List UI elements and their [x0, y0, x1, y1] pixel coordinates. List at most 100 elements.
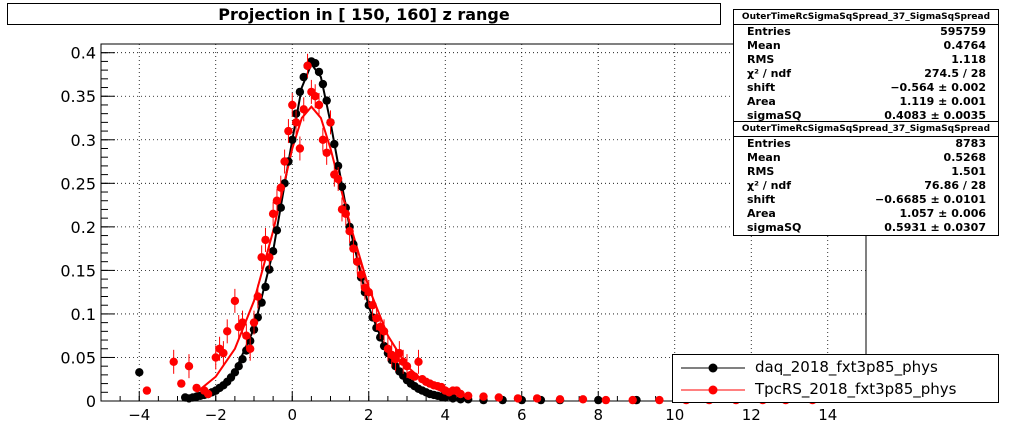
data-point [337, 182, 347, 191]
data-point [291, 118, 301, 127]
data-point [410, 372, 419, 381]
data-point [318, 79, 328, 89]
data-point [261, 282, 270, 292]
data-point [234, 362, 243, 371]
data-point [142, 386, 152, 395]
data-point [655, 395, 664, 405]
x-tick-label: 4 [440, 406, 450, 424]
stats-row-chi2: χ² / ndf 274.5 / 28 [747, 67, 986, 80]
data-point [211, 353, 220, 362]
data-point [456, 389, 465, 399]
data-point [578, 395, 588, 404]
data-point [246, 344, 255, 353]
data-point [372, 314, 381, 323]
data-point [494, 393, 503, 402]
data-point [303, 61, 312, 70]
data-point [253, 292, 262, 301]
data-point [395, 348, 404, 358]
x-tick-label: 10 [665, 406, 684, 424]
data-point [464, 391, 473, 400]
stats-row-entries: Entries 8783 [747, 137, 986, 150]
data-points [135, 53, 817, 405]
stats-row-chi2: χ² / ndf 76.86 / 28 [747, 179, 986, 192]
data-point [368, 301, 377, 310]
y-tick-label: 0.05 [60, 348, 96, 367]
data-point [249, 318, 259, 327]
x-tick-label: −2 [205, 406, 227, 424]
stats-row-rms: RMS 1.501 [747, 165, 986, 178]
y-tick-label: 0.35 [60, 87, 96, 106]
data-point [135, 368, 144, 377]
x-tick-label: 8 [593, 406, 603, 424]
data-point [341, 209, 350, 218]
chart-title: Projection in [ 150, 160] z range [7, 3, 721, 25]
data-point [326, 118, 335, 127]
x-tick-label: 2 [364, 406, 374, 424]
data-point [379, 327, 389, 336]
data-point [169, 357, 178, 366]
data-point [628, 395, 637, 405]
data-point [268, 247, 278, 256]
data-point [349, 244, 358, 253]
data-point [314, 67, 324, 77]
data-point [295, 87, 305, 97]
data-point [268, 209, 278, 218]
data-point [311, 59, 320, 68]
x-tick-label: 14 [818, 406, 837, 424]
data-point [356, 270, 366, 279]
stats-header: OuterTimeRcSigmaSqSpread_37_SigmaSqSprea… [734, 122, 998, 137]
data-point [391, 355, 400, 364]
y-tick-label: 0.4 [71, 44, 96, 63]
data-point [353, 257, 362, 266]
y-tick-label: 0.15 [60, 261, 96, 280]
y-tick-label: 0.25 [60, 174, 96, 193]
fit-curve [196, 61, 446, 400]
data-point [295, 144, 305, 153]
stats-row-mean: Mean 0.5268 [747, 151, 986, 164]
data-point [177, 379, 186, 388]
data-point [257, 253, 266, 262]
y-tick-label: 0 [86, 392, 96, 411]
fit-curve [195, 105, 465, 399]
data-point [322, 148, 331, 157]
data-point [238, 355, 247, 364]
y-tick-label: 0.3 [71, 131, 96, 150]
data-point [265, 265, 274, 274]
stats-row-shift: shift −0.6685 ± 0.0101 [747, 193, 986, 206]
data-point [333, 174, 343, 184]
stats-row-sigmasq: sigmaSQ 0.5931 ± 0.0307 [747, 221, 986, 234]
data-point [448, 394, 458, 403]
stats-row-shift: shift −0.564 ± 0.002 [747, 81, 986, 94]
legend-marker-daq [681, 363, 745, 373]
data-point [230, 296, 240, 306]
stats-row-area: Area 1.057 ± 0.006 [747, 207, 986, 220]
legend-entry-tpcrs: TpcRS_2018_fxt3p85_phys [673, 379, 998, 401]
data-point [314, 100, 324, 110]
data-point [230, 368, 240, 377]
data-point [276, 203, 285, 212]
x-tick-label: 12 [742, 406, 761, 424]
data-point [311, 92, 320, 101]
data-point [383, 344, 393, 353]
data-point [322, 96, 331, 105]
data-point [288, 100, 297, 110]
data-point [414, 357, 423, 366]
data-point [257, 298, 266, 307]
data-point [265, 253, 274, 262]
stats-box-tpcrs: OuterTimeRcSigmaSqSpread_37_SigmaSqSprea… [733, 121, 999, 236]
data-point [594, 395, 603, 405]
data-point [330, 139, 339, 149]
data-point [238, 318, 247, 327]
data-point [555, 395, 565, 404]
legend-entry-daq: daq_2018_fxt3p85_phys [673, 357, 998, 379]
legend: daq_2018_fxt3p85_phys TpcRS_2018_fxt3p85… [672, 354, 999, 403]
data-point [203, 389, 213, 399]
x-tick-label: 6 [517, 406, 527, 424]
data-point [532, 394, 542, 403]
data-point [272, 196, 282, 205]
data-point [345, 227, 354, 236]
stats-row-entries: Entries 595759 [747, 25, 986, 38]
data-point [219, 348, 228, 358]
legend-label-daq: daq_2018_fxt3p85_phys [755, 358, 938, 376]
x-tick-label: 0 [287, 406, 297, 424]
